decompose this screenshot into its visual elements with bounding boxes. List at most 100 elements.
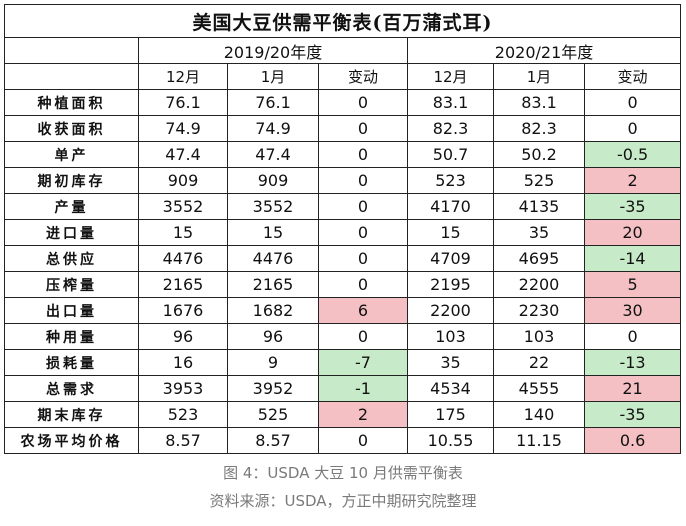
soybean-balance-table: 美国大豆供需平衡表(百万蒲式耳) 2019/20年度 2020/21年度 12月… xyxy=(3,4,682,454)
value-cell: 4170 xyxy=(407,193,494,220)
corner-cell xyxy=(4,63,139,90)
value-cell: 47.4 xyxy=(227,141,319,168)
value-cell: 2230 xyxy=(493,297,585,324)
value-cell: 76.1 xyxy=(138,89,228,116)
figure-caption: 图 4：USDA 大豆 10 月供需平衡表 xyxy=(223,464,463,482)
value-cell: 525 xyxy=(227,401,319,428)
col-header: 12月 xyxy=(407,63,494,90)
change-cell: 5 xyxy=(583,271,682,298)
value-cell: 74.9 xyxy=(138,115,228,142)
change-cell: 0 xyxy=(583,89,682,116)
table-row: 出口量 1676 1682 6 2200 2230 30 xyxy=(4,297,682,324)
value-cell: 22 xyxy=(493,349,585,376)
change-cell: 0 xyxy=(318,219,408,246)
value-cell: 8.57 xyxy=(138,427,228,454)
value-cell: 15 xyxy=(138,219,228,246)
row-label: 期末库存 xyxy=(4,401,139,428)
table-row: 总供应 4476 4476 0 4709 4695 -14 xyxy=(4,245,682,272)
corner-cell xyxy=(4,37,139,64)
change-cell: 0 xyxy=(318,271,408,298)
value-cell: 103 xyxy=(493,323,585,350)
table-row: 压榨量 2165 2165 0 2195 2200 5 xyxy=(4,271,682,298)
value-cell: 1682 xyxy=(227,297,319,324)
row-label: 期初库存 xyxy=(4,167,139,194)
value-cell: 4709 xyxy=(407,245,494,272)
value-cell: 74.9 xyxy=(227,115,319,142)
row-label: 收获面积 xyxy=(4,115,139,142)
table-row: 产量 3552 3552 0 4170 4135 -35 xyxy=(4,193,682,220)
change-cell: 6 xyxy=(318,297,408,324)
value-cell: 9 xyxy=(227,349,319,376)
year-header-2020-21: 2020/21年度 xyxy=(406,37,682,64)
value-cell: 96 xyxy=(138,323,228,350)
table-row: 收获面积 74.9 74.9 0 82.3 82.3 0 xyxy=(4,115,682,142)
value-cell: 3952 xyxy=(227,375,319,402)
change-cell: 0 xyxy=(318,427,408,454)
col-header: 12月 xyxy=(138,63,228,90)
table-row: 种植面积 76.1 76.1 0 83.1 83.1 0 xyxy=(4,89,682,116)
column-header-row: 12月 1月 变动 12月 1月 变动 xyxy=(4,63,682,90)
value-cell: 4695 xyxy=(493,245,585,272)
row-label: 单产 xyxy=(4,141,139,168)
table-row: 种用量 96 96 0 103 103 0 xyxy=(4,323,682,350)
value-cell: 175 xyxy=(407,401,494,428)
change-cell: 30 xyxy=(583,297,682,324)
change-cell: -0.5 xyxy=(583,141,682,168)
change-cell: 0 xyxy=(583,323,682,350)
value-cell: 15 xyxy=(227,219,319,246)
value-cell: 909 xyxy=(227,167,319,194)
change-cell: -14 xyxy=(583,245,682,272)
row-label: 损耗量 xyxy=(4,349,139,376)
value-cell: 1676 xyxy=(138,297,228,324)
value-cell: 4476 xyxy=(227,245,319,272)
table-row: 进口量 15 15 0 15 35 20 xyxy=(4,219,682,246)
row-label: 总需求 xyxy=(4,375,139,402)
value-cell: 8.57 xyxy=(227,427,319,454)
change-cell: -35 xyxy=(583,401,682,428)
change-cell: 2 xyxy=(318,401,408,428)
value-cell: 3552 xyxy=(138,193,228,220)
value-cell: 4135 xyxy=(493,193,585,220)
change-cell: 0 xyxy=(318,245,408,272)
row-label: 总供应 xyxy=(4,245,139,272)
table-row: 损耗量 16 9 -7 35 22 -13 xyxy=(4,349,682,376)
change-cell: 0 xyxy=(318,167,408,194)
table-row: 期末库存 523 525 2 175 140 -35 xyxy=(4,401,682,428)
change-cell: -7 xyxy=(318,349,408,376)
value-cell: 4534 xyxy=(407,375,494,402)
change-cell: 0 xyxy=(318,141,408,168)
col-header: 变动 xyxy=(318,63,408,90)
row-label: 农场平均价格 xyxy=(4,427,139,454)
value-cell: 140 xyxy=(493,401,585,428)
change-cell: 0.6 xyxy=(583,427,682,454)
value-cell: 35 xyxy=(493,219,585,246)
change-cell: 0 xyxy=(318,323,408,350)
value-cell: 2195 xyxy=(407,271,494,298)
value-cell: 50.2 xyxy=(493,141,585,168)
value-cell: 3552 xyxy=(227,193,319,220)
row-label: 进口量 xyxy=(4,219,139,246)
change-cell: -13 xyxy=(583,349,682,376)
value-cell: 4476 xyxy=(138,245,228,272)
table-row: 总需求 3953 3952 -1 4534 4555 21 xyxy=(4,375,682,402)
table-row: 期初库存 909 909 0 523 525 2 xyxy=(4,167,682,194)
change-cell: 20 xyxy=(583,219,682,246)
value-cell: 2165 xyxy=(227,271,319,298)
change-cell: 0 xyxy=(318,89,408,116)
table-title: 美国大豆供需平衡表(百万蒲式耳) xyxy=(3,4,682,38)
value-cell: 15 xyxy=(407,219,494,246)
value-cell: 82.3 xyxy=(493,115,585,142)
value-cell: 76.1 xyxy=(227,89,319,116)
change-cell: 21 xyxy=(583,375,682,402)
value-cell: 3953 xyxy=(138,375,228,402)
value-cell: 16 xyxy=(138,349,228,376)
value-cell: 909 xyxy=(138,167,228,194)
value-cell: 96 xyxy=(227,323,319,350)
year-header-2019-20: 2019/20年度 xyxy=(138,37,408,64)
change-cell: 2 xyxy=(583,167,682,194)
value-cell: 2165 xyxy=(138,271,228,298)
value-cell: 82.3 xyxy=(407,115,494,142)
year-header-row: 2019/20年度 2020/21年度 xyxy=(4,37,682,64)
value-cell: 83.1 xyxy=(407,89,494,116)
change-cell: -1 xyxy=(318,375,408,402)
